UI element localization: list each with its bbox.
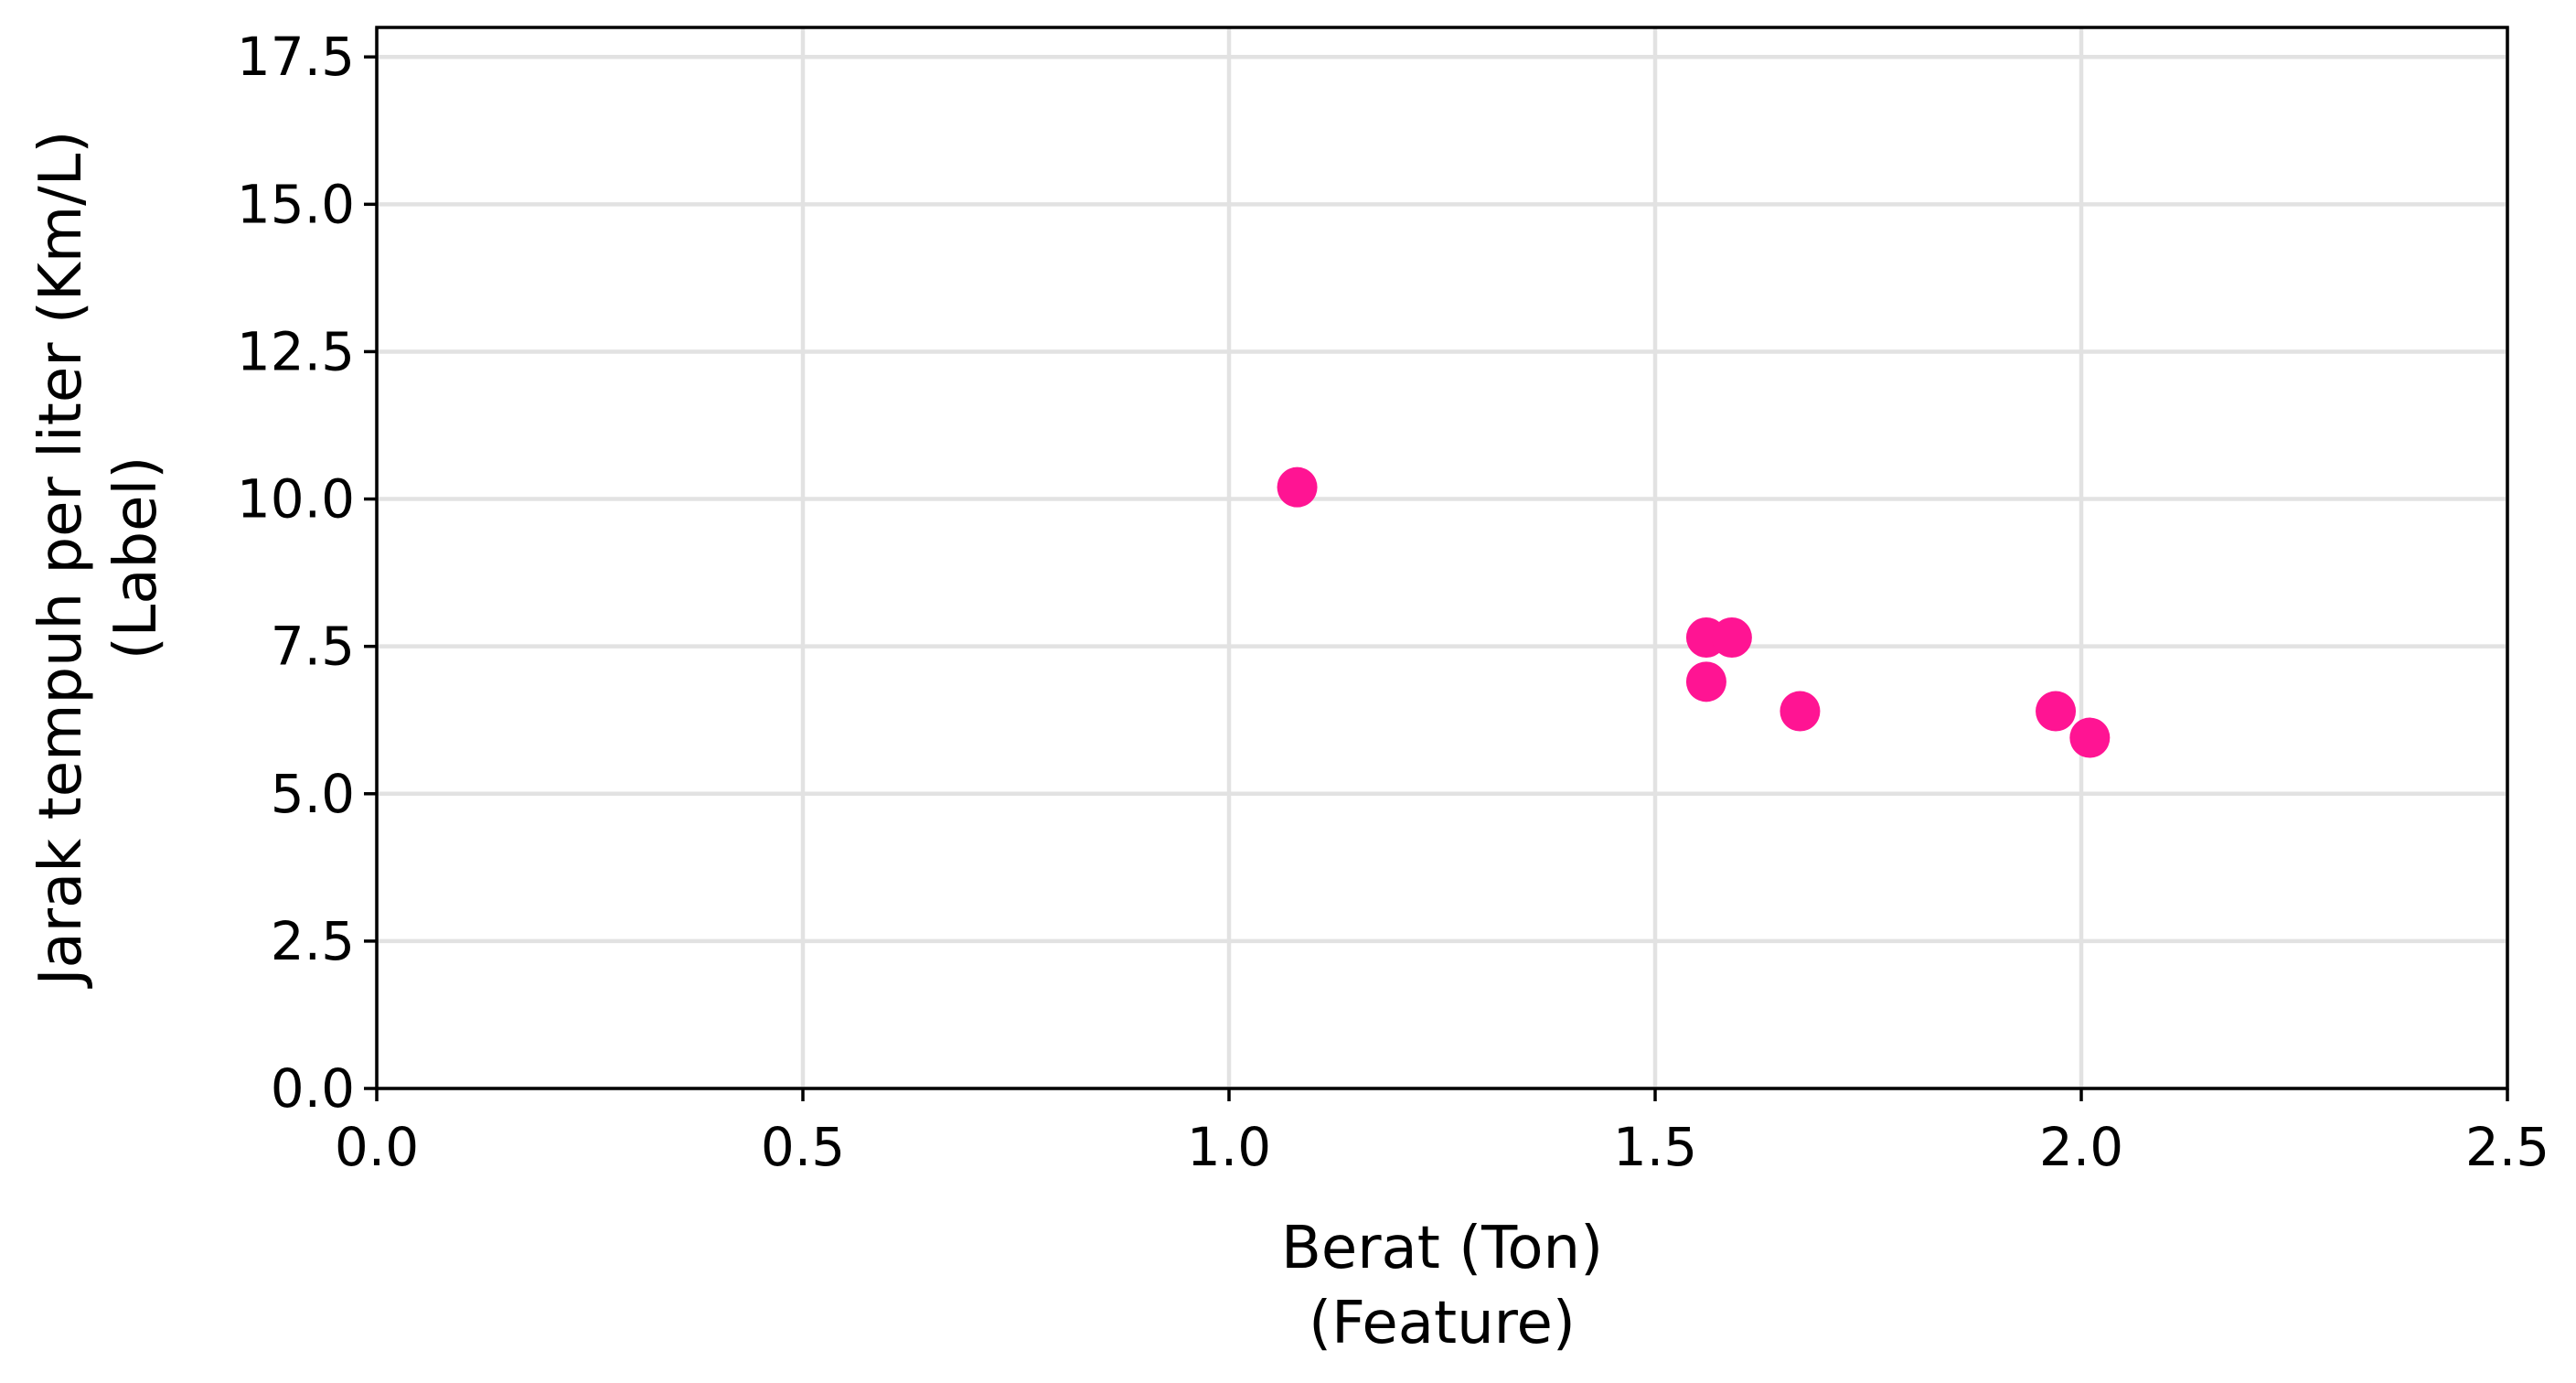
y-tick-label: 7.5 bbox=[271, 616, 355, 678]
y-axis-title-line-2: (Label) bbox=[102, 456, 170, 660]
data-point bbox=[2069, 717, 2111, 758]
data-point bbox=[1780, 691, 1821, 732]
x-axis-title-line-2: (Feature) bbox=[1309, 1290, 1576, 1357]
data-point bbox=[1685, 661, 1726, 702]
x-axis-title-line-1: Berat (Ton) bbox=[1281, 1215, 1603, 1282]
y-tick-label: 2.5 bbox=[271, 910, 355, 972]
x-tick-label: 0.5 bbox=[761, 1116, 845, 1178]
x-tick-label: 1.0 bbox=[1187, 1116, 1271, 1178]
x-tick-label: 2.0 bbox=[2039, 1116, 2123, 1178]
plot-frame bbox=[375, 26, 2509, 1090]
y-tick-label: 5.0 bbox=[271, 763, 355, 825]
y-tick-label: 15.0 bbox=[237, 173, 355, 235]
x-tick-label: 1.5 bbox=[1613, 1116, 1697, 1178]
y-axis-title: Jarak tempuh per liter (Km/L) (Label) bbox=[27, 131, 170, 990]
x-axis-title: Berat (Ton) (Feature) bbox=[1281, 1215, 1603, 1357]
data-point bbox=[1277, 466, 1318, 508]
x-tick-label: 0.0 bbox=[335, 1116, 419, 1178]
y-tick-label: 0.0 bbox=[271, 1057, 355, 1120]
axis-ticks: 0.0 0.5 1.0 1.5 2.0 2.5 0.0 2.5 5.0 7.5 10.0 12.5 15… bbox=[237, 26, 2549, 1178]
y-tick-label: 12.5 bbox=[237, 320, 355, 382]
y-tick-label: 17.5 bbox=[237, 26, 355, 88]
data-point bbox=[2036, 691, 2077, 732]
y-axis-title-line-1: Jarak tempuh per liter (Km/L) bbox=[27, 131, 95, 990]
data-points bbox=[1277, 466, 2111, 758]
x-tick-label: 2.5 bbox=[2465, 1116, 2549, 1178]
y-tick-label: 10.0 bbox=[237, 468, 355, 531]
data-point bbox=[1711, 617, 1752, 658]
